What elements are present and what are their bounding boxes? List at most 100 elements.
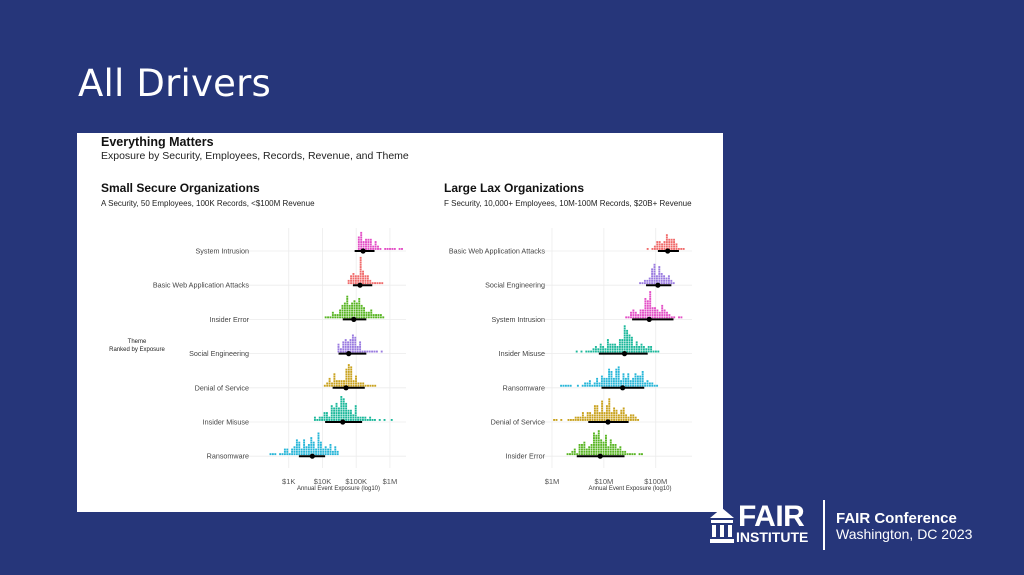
dot-mark — [621, 450, 624, 453]
dot-mark — [666, 314, 668, 316]
dot-mark — [655, 275, 658, 278]
dot-mark — [597, 439, 600, 442]
dot-mark — [619, 448, 622, 451]
dot-mark — [673, 243, 676, 246]
dot-mark — [612, 382, 615, 385]
dot-mark — [641, 453, 643, 456]
dot-mark — [342, 407, 345, 410]
dot-mark — [349, 412, 352, 414]
dot-mark — [591, 416, 594, 419]
dot-mark — [636, 380, 639, 383]
dot-mark — [621, 339, 624, 341]
dot-mark — [634, 382, 637, 385]
dot-mark — [319, 450, 322, 453]
dot-mark — [365, 314, 368, 316]
dot-mark — [595, 434, 598, 437]
dot-mark — [347, 371, 350, 373]
dot-mark — [578, 446, 581, 449]
dot-mark — [617, 366, 620, 369]
dot-mark — [347, 382, 350, 385]
dot-mark — [581, 446, 583, 449]
dot-mark — [337, 346, 340, 348]
dot-mark — [367, 238, 370, 241]
dot-mark — [634, 419, 637, 421]
dot-mark — [365, 243, 367, 246]
dot-mark — [628, 334, 631, 337]
dot-mark — [635, 350, 638, 353]
dot-mark — [670, 241, 673, 243]
dot-mark — [631, 453, 634, 456]
dot-mark — [622, 380, 625, 383]
legend-subtitle: Ranked by Exposure — [109, 347, 165, 353]
dot-mark — [337, 416, 340, 419]
dot-mark — [600, 439, 603, 442]
dot-mark — [338, 384, 341, 387]
dot-mark — [670, 279, 673, 282]
dot-mark — [341, 307, 344, 310]
dot-mark — [639, 375, 642, 378]
dot-mark — [342, 409, 345, 412]
dot-mark — [334, 453, 337, 456]
dot-mark — [317, 441, 320, 444]
dot-mark — [624, 384, 627, 387]
dot-mark — [597, 448, 600, 451]
dot-mark — [621, 453, 624, 456]
dot-mark — [661, 245, 664, 248]
dot-mark — [609, 453, 612, 456]
dot-mark — [634, 311, 637, 314]
dot-mark — [360, 316, 363, 319]
dot-mark — [603, 416, 606, 419]
dot-mark — [626, 332, 629, 335]
dot-mark — [663, 282, 666, 285]
dot-mark — [335, 380, 338, 383]
dot-mark — [369, 282, 372, 285]
dot-mark — [359, 341, 362, 344]
dot-mark — [605, 412, 608, 414]
dot-mark — [281, 453, 284, 456]
dot-mark — [585, 450, 588, 453]
dot-mark — [627, 316, 630, 319]
dot-mark — [632, 382, 635, 385]
dot-mark — [612, 380, 615, 383]
dot-mark — [630, 346, 633, 348]
dot-mark — [621, 341, 624, 344]
dot-mark — [345, 414, 348, 417]
dot-mark — [357, 384, 360, 387]
dot-mark — [363, 311, 366, 314]
dot-mark — [653, 384, 656, 387]
dot-mark — [658, 266, 661, 268]
dot-mark — [644, 307, 647, 310]
dot-mark — [379, 316, 382, 319]
dot-mark — [346, 314, 349, 316]
dot-mark — [680, 316, 683, 319]
dot-mark — [340, 380, 343, 383]
dot-mark — [579, 419, 582, 421]
dot-mark — [569, 453, 571, 456]
median-point — [621, 351, 628, 357]
dot-mark — [335, 409, 338, 412]
dot-mark — [668, 316, 671, 319]
dot-mark — [364, 282, 367, 285]
dot-mark — [354, 405, 357, 408]
dot-mark — [642, 316, 644, 319]
dot-mark — [350, 382, 353, 385]
dot-mark — [666, 316, 668, 319]
dot-mark — [375, 350, 378, 353]
dot-mark — [370, 316, 373, 319]
dot-mark — [597, 430, 600, 433]
dot-mark — [352, 380, 355, 383]
dot-mark — [653, 248, 656, 250]
dot-mark — [618, 350, 621, 353]
dot-mark — [658, 268, 661, 271]
dot-mark — [355, 377, 357, 380]
dot-mark — [609, 343, 612, 346]
dot-mark — [668, 314, 671, 316]
dot-mark — [354, 412, 357, 414]
dot-mark — [371, 350, 374, 353]
dot-mark — [657, 350, 660, 353]
dot-mark — [360, 245, 363, 248]
dot-mark — [627, 377, 630, 380]
dot-mark — [615, 375, 618, 378]
dot-mark — [594, 346, 597, 348]
dot-mark — [595, 446, 598, 449]
